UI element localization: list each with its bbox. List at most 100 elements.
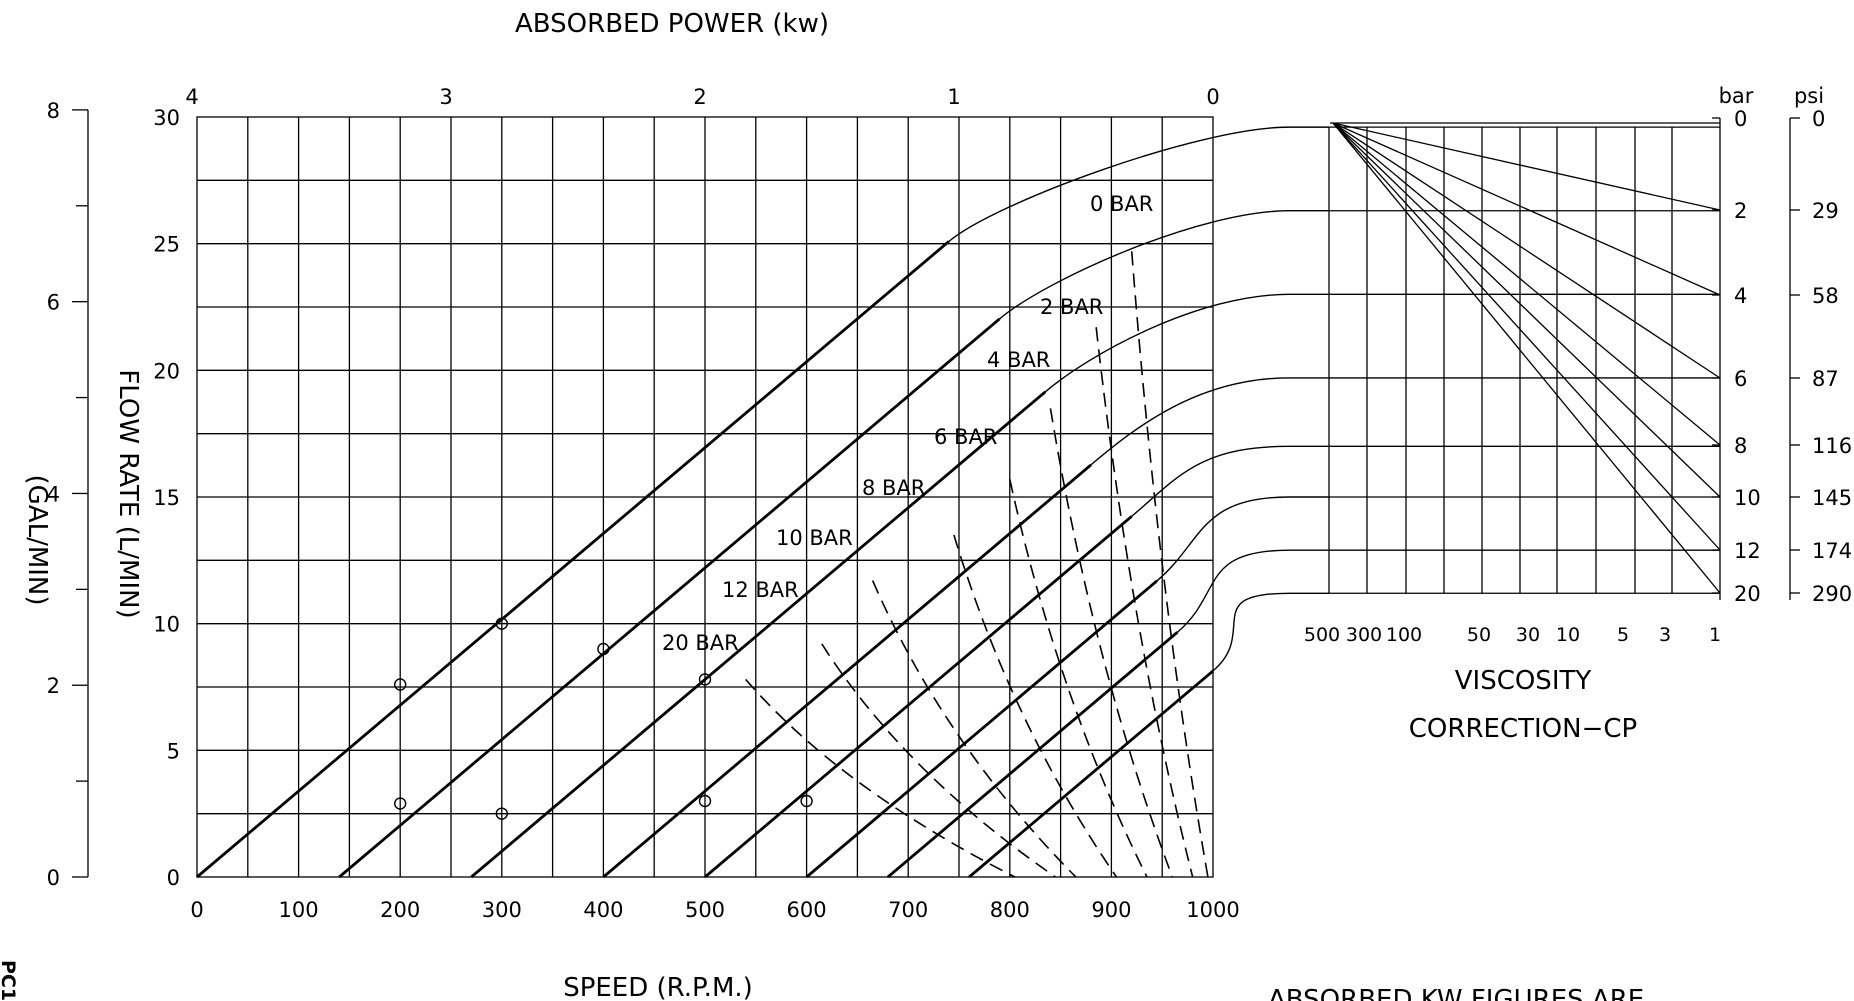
x-tick-label: 200 bbox=[380, 898, 420, 922]
bar-tick-label: 6 bbox=[1734, 367, 1747, 391]
power-curves bbox=[745, 251, 1209, 878]
data-point bbox=[698, 794, 712, 808]
x-tick-label: 800 bbox=[990, 898, 1030, 922]
pressure-line bbox=[704, 515, 1133, 879]
series-label-0-bar: 0 BAR bbox=[1090, 192, 1153, 216]
viscosity-tick-label: 50 bbox=[1467, 624, 1491, 646]
viscosity-fan-line bbox=[1332, 122, 1721, 379]
gal-tick-label: 6 bbox=[47, 291, 60, 315]
top-axis-title: ABSORBED POWER (kw) bbox=[515, 9, 829, 39]
viscosity-tick-label: 3 bbox=[1659, 624, 1671, 646]
bar-tick-label: 8 bbox=[1734, 434, 1747, 458]
y-tick-label: 25 bbox=[153, 233, 180, 257]
bar-header: bar bbox=[1719, 84, 1754, 108]
power-tick-label: 0 bbox=[1206, 85, 1219, 109]
psi-tick-label: 29 bbox=[1812, 199, 1839, 223]
data-point bbox=[394, 797, 407, 810]
chart-labels: 0 100 200 300 400 500 600 700 800 900 100005101520… bbox=[47, 85, 1852, 922]
bar-tick-label: 10 bbox=[1734, 486, 1761, 510]
y-tick-label: 20 bbox=[153, 359, 180, 383]
psi-tick-label: 87 bbox=[1812, 367, 1839, 391]
viscosity-title-line2: CORRECTION−CP bbox=[1409, 714, 1637, 744]
viscosity-tick-label: 10 bbox=[1556, 624, 1580, 646]
pressure-curve-knee bbox=[1044, 293, 1329, 393]
bar-tick-label: 4 bbox=[1734, 284, 1747, 308]
viscosity-tick-label: 300 bbox=[1346, 624, 1382, 646]
chart-grid bbox=[196, 116, 1214, 878]
pressure-curve-knee bbox=[1212, 592, 1329, 672]
psi-header: psi bbox=[1794, 84, 1824, 108]
power-curve bbox=[871, 580, 1077, 878]
power-tick-label: 3 bbox=[439, 85, 452, 109]
series-label-10-bar: 10 BAR bbox=[776, 526, 853, 550]
power-curve bbox=[1130, 251, 1209, 878]
pressure-curve-knee bbox=[948, 126, 1329, 243]
data-points bbox=[394, 617, 813, 820]
x-tick-label: 900 bbox=[1091, 898, 1131, 922]
pressure-line bbox=[338, 317, 1001, 879]
data-point bbox=[394, 678, 407, 691]
power-curve bbox=[1049, 408, 1174, 878]
bar-tick-label: 20 bbox=[1734, 582, 1761, 606]
x-tick-label: 500 bbox=[685, 898, 725, 922]
power-tick-label: 2 bbox=[693, 85, 706, 109]
viscosity-correction-panel bbox=[1328, 122, 1721, 594]
series-label-6-bar: 6 BAR bbox=[934, 425, 997, 449]
pressure-curve-knee bbox=[1176, 549, 1329, 633]
psi-tick-label: 290 bbox=[1812, 582, 1852, 606]
data-point bbox=[698, 673, 712, 686]
viscosity-tick-label: 1 bbox=[1709, 624, 1721, 646]
series-label-8-bar: 8 BAR bbox=[862, 476, 925, 500]
viscosity-tick-label: 30 bbox=[1516, 624, 1540, 646]
viscosity-fan-line bbox=[1332, 122, 1721, 594]
psi-tick-label: 145 bbox=[1812, 486, 1852, 510]
data-point bbox=[495, 617, 508, 630]
gal-axis-title: (GAL/MIN) bbox=[22, 474, 52, 605]
side-code: PC1 bbox=[0, 960, 19, 1001]
footnote: ABSORBED KW FIGURES ARE bbox=[1268, 985, 1644, 1001]
gal-tick-label: 8 bbox=[47, 99, 60, 123]
pressure-line bbox=[968, 669, 1214, 879]
x-tick-label: 100 bbox=[279, 898, 319, 922]
bar-tick-label: 0 bbox=[1734, 107, 1747, 131]
power-curve bbox=[745, 678, 1016, 878]
viscosity-tick-label: 100 bbox=[1386, 624, 1422, 646]
psi-tick-label: 0 bbox=[1812, 107, 1825, 131]
viscosity-fan-line bbox=[1332, 122, 1721, 551]
y-tick-label: 15 bbox=[153, 486, 180, 510]
pressure-curve-knee bbox=[1131, 445, 1329, 517]
x-tick-label: 400 bbox=[583, 898, 623, 922]
series-label-4-bar: 4 BAR bbox=[987, 348, 1050, 372]
x-tick-label: 300 bbox=[482, 898, 522, 922]
y-tick-label: 30 bbox=[153, 106, 180, 130]
pressure-curve-knee bbox=[999, 210, 1329, 320]
pressure-line bbox=[602, 463, 1092, 879]
y-axis-title: FLOW RATE (L/MIN) bbox=[113, 369, 143, 618]
pressure-curve-knee bbox=[1156, 496, 1329, 582]
pressure-curve-knee bbox=[1090, 377, 1329, 466]
viscosity-title-line1: VISCOSITY bbox=[1455, 666, 1592, 696]
data-point bbox=[597, 642, 610, 656]
power-curve bbox=[821, 643, 1056, 878]
psi-tick-label: 116 bbox=[1812, 434, 1852, 458]
x-axis-title: SPEED (R.P.M.) bbox=[563, 973, 753, 1001]
x-tick-label: 0 bbox=[190, 898, 203, 922]
viscosity-fan-line bbox=[1332, 122, 1721, 498]
chart-axes bbox=[72, 109, 1800, 878]
pressure-line bbox=[196, 240, 950, 879]
psi-tick-label: 58 bbox=[1812, 284, 1839, 308]
gal-tick-label: 0 bbox=[47, 866, 60, 890]
y-tick-label: 0 bbox=[167, 866, 180, 890]
power-curve bbox=[953, 534, 1118, 878]
power-curve bbox=[1095, 327, 1194, 878]
power-tick-label: 4 bbox=[185, 85, 198, 109]
pressure-line bbox=[805, 579, 1159, 879]
y-tick-label: 10 bbox=[153, 613, 180, 637]
pressure-line bbox=[470, 390, 1047, 879]
series-label-12-bar: 12 BAR bbox=[722, 578, 799, 602]
x-tick-label: 700 bbox=[888, 898, 928, 922]
bar-tick-label: 12 bbox=[1734, 539, 1761, 563]
viscosity-fan-line bbox=[1332, 122, 1721, 296]
pressure-line bbox=[886, 631, 1179, 879]
